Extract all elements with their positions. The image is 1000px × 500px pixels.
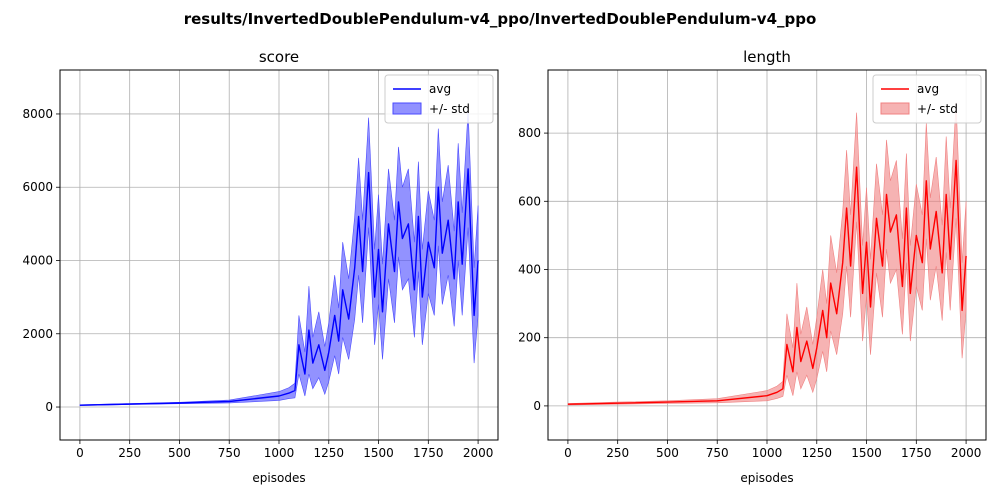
chart-1-x-axis-label: episodes: [740, 471, 793, 485]
chart-0-title: score: [259, 48, 299, 66]
chart-1-x-tick-label: 500: [656, 446, 679, 460]
chart-1-y-tick-label: 400: [518, 262, 541, 276]
chart-0-x-tick-label: 1750: [413, 446, 444, 460]
chart-0-y-tick-label: 0: [45, 400, 53, 414]
chart-1-y-tick-label: 800: [518, 126, 541, 140]
chart-1-x-tick-label: 250: [606, 446, 629, 460]
chart-0-y-tick-label: 6000: [22, 180, 53, 194]
chart-1-legend-std-swatch: [880, 102, 910, 115]
chart-0-x-axis-label: episodes: [252, 471, 305, 485]
chart-1-x-tick-label: 1000: [752, 446, 783, 460]
chart-1-y-tick-label: 200: [518, 331, 541, 345]
chart-0-legend-std-label: +/- std: [429, 102, 470, 116]
figure-suptitle: results/InvertedDoublePendulum-v4_ppo/In…: [184, 10, 817, 28]
chart-0-x-tick-label: 1500: [363, 446, 394, 460]
chart-1-avg-line: [567, 159, 967, 405]
chart-1-y-tick-label: 600: [518, 194, 541, 208]
chart-0-x-tick-label: 2000: [463, 446, 494, 460]
chart-0-std-band: [79, 110, 479, 406]
chart-0-x-tick-label: 1250: [313, 446, 344, 460]
chart-1-x-tick-label: 750: [706, 446, 729, 460]
chart-0-x-tick-label: 1000: [264, 446, 295, 460]
chart-0-y-tick-label: 2000: [22, 327, 53, 341]
chart-0-avg-line: [79, 168, 479, 406]
chart-0-x-tick-label: 250: [118, 446, 141, 460]
chart-1-x-tick-label: 1500: [851, 446, 882, 460]
chart-0-y-tick-label: 4000: [22, 253, 53, 267]
chart-0-legend-std-swatch: [392, 102, 422, 115]
score-chart-panel: score 0 250 500 750 1000 1250 1500 1750 2000 0 2000…: [22, 48, 499, 485]
chart-1-std-band: [567, 102, 967, 406]
length-chart-panel: length 0 250 500 750 1000 1250 1500 1750 2000 0 200…: [518, 48, 987, 485]
chart-0-x-tick-label: 750: [218, 446, 241, 460]
chart-0-y-tick-label: 8000: [22, 107, 53, 121]
chart-0-legend-avg-label: avg: [429, 82, 451, 96]
chart-1-title: length: [743, 48, 791, 66]
chart-1-legend-avg-label: avg: [917, 82, 939, 96]
chart-1-y-tick-label: 0: [533, 399, 541, 413]
chart-0-x-tick-label: 0: [76, 446, 84, 460]
chart-1-legend-std-label: +/- std: [917, 102, 958, 116]
chart-0-x-tick-label: 500: [168, 446, 191, 460]
chart-1-x-tick-label: 1750: [901, 446, 932, 460]
chart-1-x-tick-label: 1250: [801, 446, 832, 460]
chart-1-x-tick-label: 0: [564, 446, 572, 460]
chart-1-x-tick-label: 2000: [951, 446, 982, 460]
